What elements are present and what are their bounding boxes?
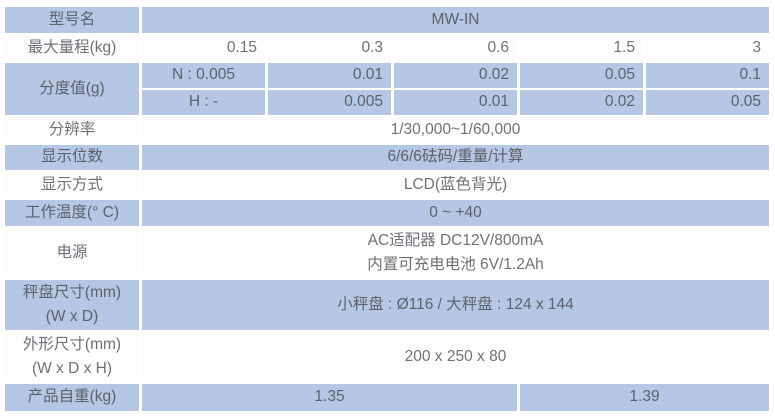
division-h-value-cell: 0.05: [646, 90, 769, 115]
power-value-cell: AC适配器 DC12V/800mA 内置可充电电池 6V/1.2Ah: [142, 228, 769, 278]
row-model: 型号名 MW-IN: [5, 7, 769, 33]
dimensions-label-cell: 外形尺寸(mm) (W x D x H): [5, 332, 139, 382]
operating-temp-value-cell: 0 ~ +40: [142, 200, 769, 226]
row-dimensions: 外形尺寸(mm) (W x D x H) 200 x 250 x 80: [5, 332, 769, 382]
pan-size-label-line2: (W x D): [45, 308, 99, 325]
division-n-value-cell: 0.02: [394, 63, 517, 88]
spec-table: 型号名 MW-IN 最大量程(kg) 0.15 0.3 0.6 1.5 3 分度…: [2, 5, 772, 413]
division-n-head-cell: N : 0.005: [142, 63, 265, 88]
model-label-cell: 型号名: [5, 7, 139, 33]
division-n-value-cell: 0.1: [646, 63, 769, 88]
dimensions-value-cell: 200 x 250 x 80: [142, 332, 769, 382]
display-type-label-cell: 显示方式: [5, 172, 139, 198]
division-h-value-cell: 0.01: [394, 90, 517, 115]
row-division-n: 分度值(g) N : 0.005 0.01 0.02 0.05 0.1: [5, 63, 769, 115]
division-n-value-cell: 0.05: [520, 63, 643, 88]
dimensions-label-line2: (W x D x H): [31, 360, 113, 377]
row-resolution: 分辨率 1/30,000~1/60,000: [5, 117, 769, 143]
display-type-value-cell: LCD(蓝色背光): [142, 172, 769, 198]
division-label-cell: 分度值(g): [5, 63, 139, 115]
division-h-head-cell: H : -: [142, 90, 265, 115]
capacity-value-cell: 0.3: [268, 35, 391, 61]
power-label-cell: 电源: [5, 228, 139, 278]
pan-size-label-cell: 秤盘尺寸(mm) (W x D): [5, 280, 139, 330]
capacity-value-cell: 0.15: [142, 35, 265, 61]
dimensions-label-line1: 外形尺寸(mm): [22, 336, 122, 353]
display-digits-label-cell: 显示位数: [5, 145, 139, 170]
power-line2: 内置可充电电池 6V/1.2Ah: [367, 256, 544, 273]
capacity-value-cell: 1.5: [520, 35, 643, 61]
capacity-label-cell: 最大量程(kg): [5, 35, 139, 61]
division-h-value-cell: 0.02: [520, 90, 643, 115]
row-pan-size: 秤盘尺寸(mm) (W x D) 小秤盘 : Ø116 / 大秤盘 : 124 …: [5, 280, 769, 330]
row-display-digits: 显示位数 6/6/6砝码/重量/计算: [5, 145, 769, 170]
operating-temp-label-cell: 工作温度(° C): [5, 200, 139, 226]
row-capacity: 最大量程(kg) 0.15 0.3 0.6 1.5 3: [5, 35, 769, 61]
row-display-type: 显示方式 LCD(蓝色背光): [5, 172, 769, 198]
row-operating-temp: 工作温度(° C) 0 ~ +40: [5, 200, 769, 226]
net-weight-right-cell: 1.39: [520, 384, 769, 411]
division-h-value-cell: 0.005: [268, 90, 391, 115]
division-n-value-cell: 0.01: [268, 63, 391, 88]
resolution-label-cell: 分辨率: [5, 117, 139, 143]
pan-size-label-line1: 秤盘尺寸(mm): [22, 284, 122, 301]
row-power: 电源 AC适配器 DC12V/800mA 内置可充电电池 6V/1.2Ah: [5, 228, 769, 278]
model-value-cell: MW-IN: [142, 7, 769, 33]
resolution-value-cell: 1/30,000~1/60,000: [142, 117, 769, 143]
row-division-h: H : - 0.005 0.01 0.02 0.05: [5, 90, 769, 115]
pan-size-value-cell: 小秤盘 : Ø116 / 大秤盘 : 124 x 144: [142, 280, 769, 330]
capacity-value-cell: 3: [646, 35, 769, 61]
row-net-weight: 产品自重(kg) 1.35 1.39: [5, 384, 769, 411]
capacity-value-cell: 0.6: [394, 35, 517, 61]
display-digits-value-cell: 6/6/6砝码/重量/计算: [142, 145, 769, 170]
net-weight-left-cell: 1.35: [142, 384, 517, 411]
net-weight-label-cell: 产品自重(kg): [5, 384, 139, 411]
power-line1: AC适配器 DC12V/800mA: [367, 232, 544, 249]
